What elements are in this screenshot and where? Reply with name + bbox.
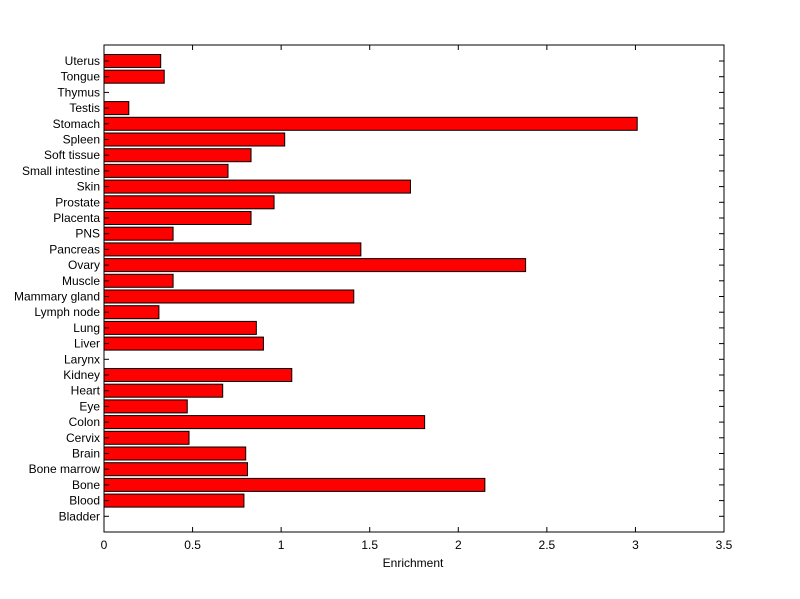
category-label-thymus: Thymus <box>57 85 100 99</box>
bar-tongue <box>103 69 165 84</box>
bar-placenta <box>103 211 252 225</box>
category-label-testis: Testis <box>69 101 100 115</box>
bar-colon <box>103 415 426 430</box>
bar-brain <box>103 446 247 461</box>
bar-blood <box>103 493 245 508</box>
x-tick-label: 2.5 <box>539 538 556 552</box>
plot-frame <box>103 44 725 533</box>
category-label-larynx: Larynx <box>64 352 100 366</box>
category-label-prostate: Prostate <box>55 195 100 209</box>
bar-lung <box>103 320 257 335</box>
category-label-lung: Lung <box>73 321 100 335</box>
bar-kidney <box>103 368 293 382</box>
category-label-bone-marrow: Bone marrow <box>29 462 101 476</box>
category-label-cervix: Cervix <box>66 431 100 445</box>
x-tick-label: 0.5 <box>184 538 201 552</box>
bar-bone <box>103 477 486 492</box>
category-label-small-intestine: Small intestine <box>22 164 100 178</box>
bar-cervix <box>103 430 190 445</box>
bar-heart <box>103 383 224 398</box>
category-label-uterus: Uterus <box>65 54 100 68</box>
ticks-group <box>103 45 725 532</box>
x-tick-label: 1 <box>278 538 285 552</box>
category-label-pancreas: Pancreas <box>49 242 100 256</box>
category-label-kidney: Kidney <box>63 368 100 382</box>
category-label-muscle: Muscle <box>62 274 100 288</box>
category-label-bone: Bone <box>72 478 100 492</box>
category-label-skin: Skin <box>77 180 100 194</box>
bar-soft-tissue <box>103 148 252 163</box>
x-tick-label: 0 <box>101 538 108 552</box>
category-label-blood: Blood <box>69 494 100 508</box>
bar-prostate <box>103 195 275 210</box>
category-label-placenta: Placenta <box>53 211 100 225</box>
bar-liver <box>103 336 264 351</box>
category-label-ovary: Ovary <box>68 258 100 272</box>
x-tick-labels-group: 0 0.5 1 1.5 2 2.5 3 3.5 <box>101 538 733 552</box>
category-label-spleen: Spleen <box>63 133 100 147</box>
category-label-liver: Liver <box>74 337 100 351</box>
category-label-pns: PNS <box>75 227 100 241</box>
category-label-tongue: Tongue <box>61 70 101 84</box>
category-label-heart: Heart <box>71 384 101 398</box>
x-axis-label: Enrichment <box>383 556 444 570</box>
category-label-mammary-gland: Mammary gland <box>14 290 100 304</box>
category-label-stomach: Stomach <box>53 117 100 131</box>
bar-skin <box>103 179 411 194</box>
bar-ovary <box>103 258 527 273</box>
x-tick-label: 2 <box>455 538 462 552</box>
category-label-colon: Colon <box>69 415 100 429</box>
bar-pancreas <box>103 242 362 257</box>
category-label-brain: Brain <box>72 447 100 461</box>
x-tick-label: 1.5 <box>361 538 378 552</box>
category-label-eye: Eye <box>79 399 100 413</box>
bar-uterus <box>103 54 162 68</box>
bar-pns <box>103 226 174 241</box>
bar-muscle <box>103 273 174 288</box>
x-tick-label: 3 <box>632 538 639 552</box>
bar-lymph-node <box>103 305 160 320</box>
category-label-soft-tissue: Soft tissue <box>44 148 100 162</box>
bar-eye <box>103 399 188 414</box>
bar-bone-marrow <box>103 462 248 477</box>
bar-small-intestine <box>103 163 229 178</box>
x-tick-label: 3.5 <box>716 538 733 552</box>
bar-spleen <box>103 132 286 147</box>
category-label-bladder: Bladder <box>59 509 100 523</box>
category-label-lymph-node: Lymph node <box>34 305 100 319</box>
bar-mammary-gland <box>103 289 355 304</box>
bar-stomach <box>103 116 638 131</box>
